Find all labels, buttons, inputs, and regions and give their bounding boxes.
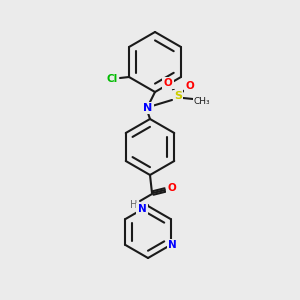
Text: O: O — [168, 183, 176, 193]
Text: O: O — [164, 78, 172, 88]
Text: N: N — [143, 103, 153, 113]
Text: H: H — [130, 200, 138, 210]
Text: CH₃: CH₃ — [194, 98, 210, 106]
Text: S: S — [174, 91, 182, 101]
Text: Cl: Cl — [106, 74, 118, 84]
Text: N: N — [168, 240, 177, 250]
Text: N: N — [138, 204, 146, 214]
Text: O: O — [186, 81, 194, 91]
